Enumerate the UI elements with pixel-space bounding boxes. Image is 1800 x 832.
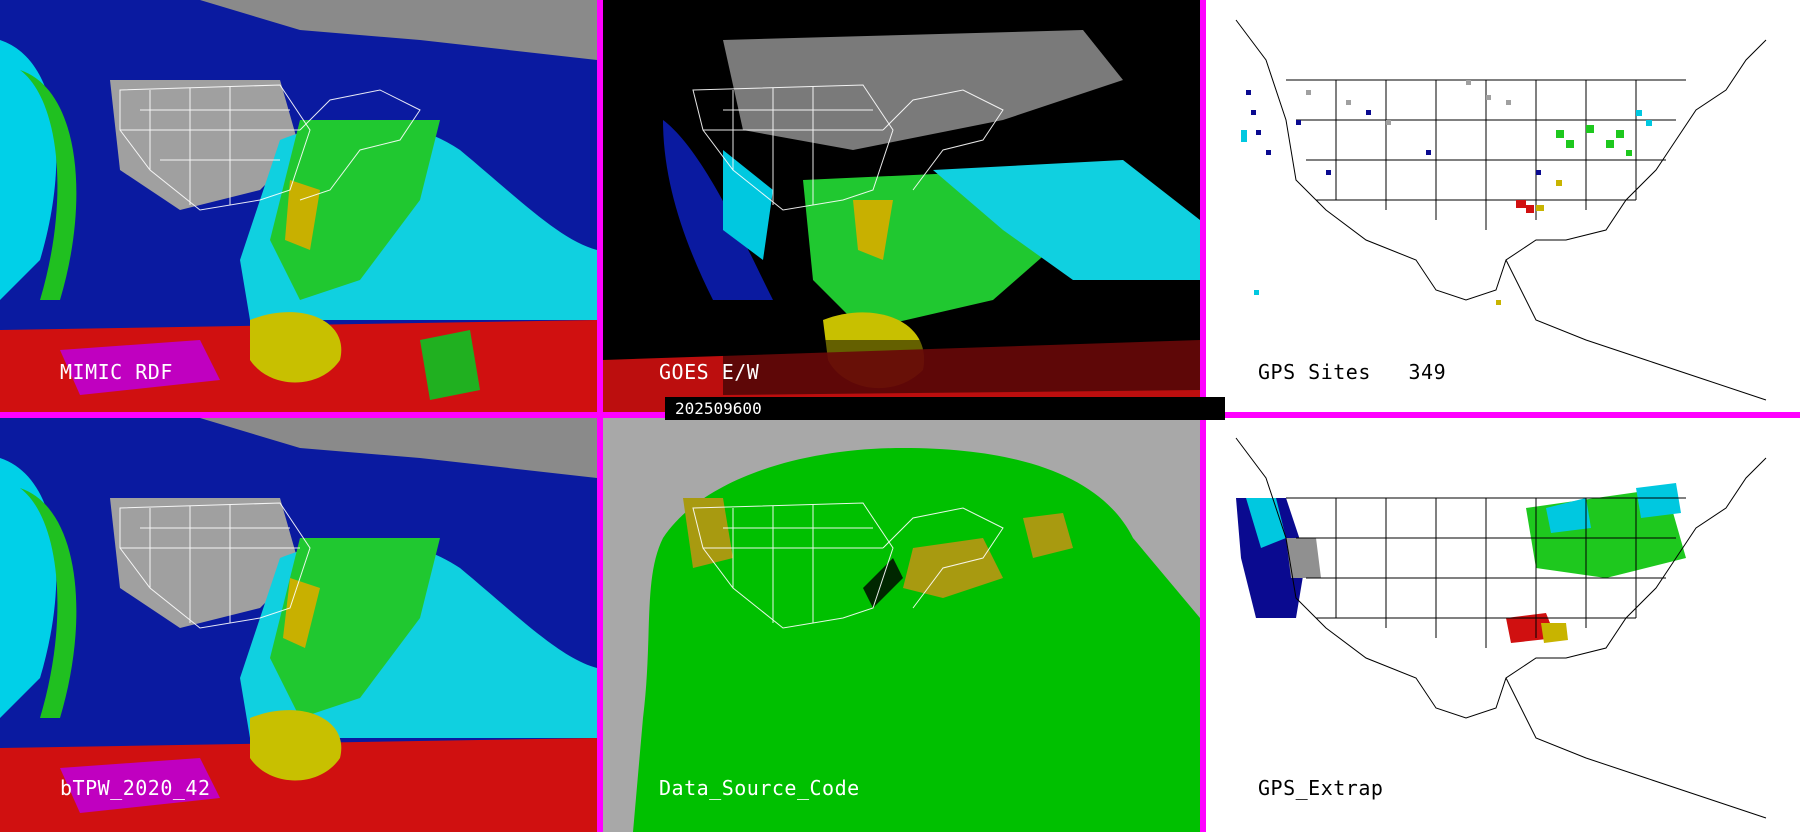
goes-ew-map: [603, 0, 1200, 412]
panel-mimic-rdf: MIMIC RDF: [0, 0, 597, 412]
panel-data-source-code: Data_Source_Code: [603, 418, 1200, 832]
panel-label: Data_Source_Code: [659, 776, 860, 800]
panel-btpw: bTPW_2020_42: [0, 418, 597, 832]
panel-label: GPS_Extrap: [1258, 776, 1384, 800]
gps-sites-map: [1206, 0, 1800, 412]
btpw-map: [0, 418, 597, 832]
panel-goes-ew: GOES E/W: [603, 0, 1200, 412]
panel-label: bTPW_2020_42: [60, 776, 211, 800]
panel-label: GOES E/W: [659, 360, 760, 384]
gps-extrap-map: [1206, 418, 1800, 832]
panel-gps-extrap: GPS_Extrap: [1206, 418, 1800, 832]
panel-label: MIMIC RDF: [60, 360, 173, 384]
data-source-map: [603, 418, 1200, 832]
panel-label: GPS Sites 349: [1258, 360, 1447, 384]
mimic-rdf-map: [0, 0, 597, 412]
panel-gps-sites: GPS Sites 349: [1206, 0, 1800, 412]
timestamp-bar: 202509600: [665, 397, 1225, 420]
